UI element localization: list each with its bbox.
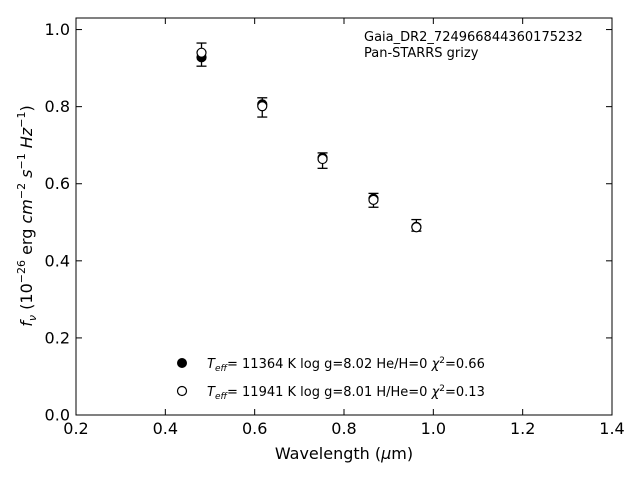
model-point-open [368, 194, 379, 206]
x-tick-label: 1.4 [599, 419, 624, 438]
model-point-open [257, 101, 268, 112]
legend-marker-open [176, 385, 188, 397]
x-axis-title: Wavelength (μm) [275, 444, 413, 463]
x-tick-label: 1.0 [421, 419, 446, 438]
legend-label-open: Teff= 11941 K log g=8.01 H/He=0 χ2=0.13 [207, 384, 485, 402]
star-id-annotation: Gaia_DR2_724966844360175232 [364, 30, 583, 45]
y-axis-title: fν (10−26 erg cm−2 s−1 Hz−1) [15, 105, 39, 326]
y-tick-label: 0.8 [45, 97, 70, 116]
photometry-annotation: Pan-STARRS grizy [364, 46, 479, 61]
x-tick-label: 0.4 [153, 419, 178, 438]
chart-marks [196, 42, 422, 233]
y-tick-label: 0.6 [45, 174, 70, 193]
x-tick-label: 0.2 [63, 419, 88, 438]
axis-ticks: 0.2 0.4 0.6 0.8 1.0 1.2 1.40.00.20.40.60.81.0 [45, 18, 625, 438]
x-tick-label: 0.6 [242, 419, 267, 438]
y-tick-label: 0.2 [45, 328, 70, 347]
legend-label-filled: Teff= 11364 K log g=8.02 He/H=0 χ2=0.66 [207, 356, 485, 374]
model-point-open [411, 222, 422, 233]
x-tick-label: 0.8 [331, 419, 356, 438]
x-tick-label: 1.2 [510, 419, 535, 438]
model-point-open [317, 153, 328, 165]
y-tick-label: 0.0 [45, 406, 70, 425]
y-tick-label: 1.0 [45, 20, 70, 39]
model-point-open [196, 47, 207, 58]
legend-marker-filled [177, 358, 187, 368]
legend: Teff= 11364 K log g=8.02 He/H=0 χ2=0.66 … [176, 356, 485, 402]
y-tick-label: 0.4 [45, 251, 70, 270]
plot-frame [75, 17, 613, 416]
